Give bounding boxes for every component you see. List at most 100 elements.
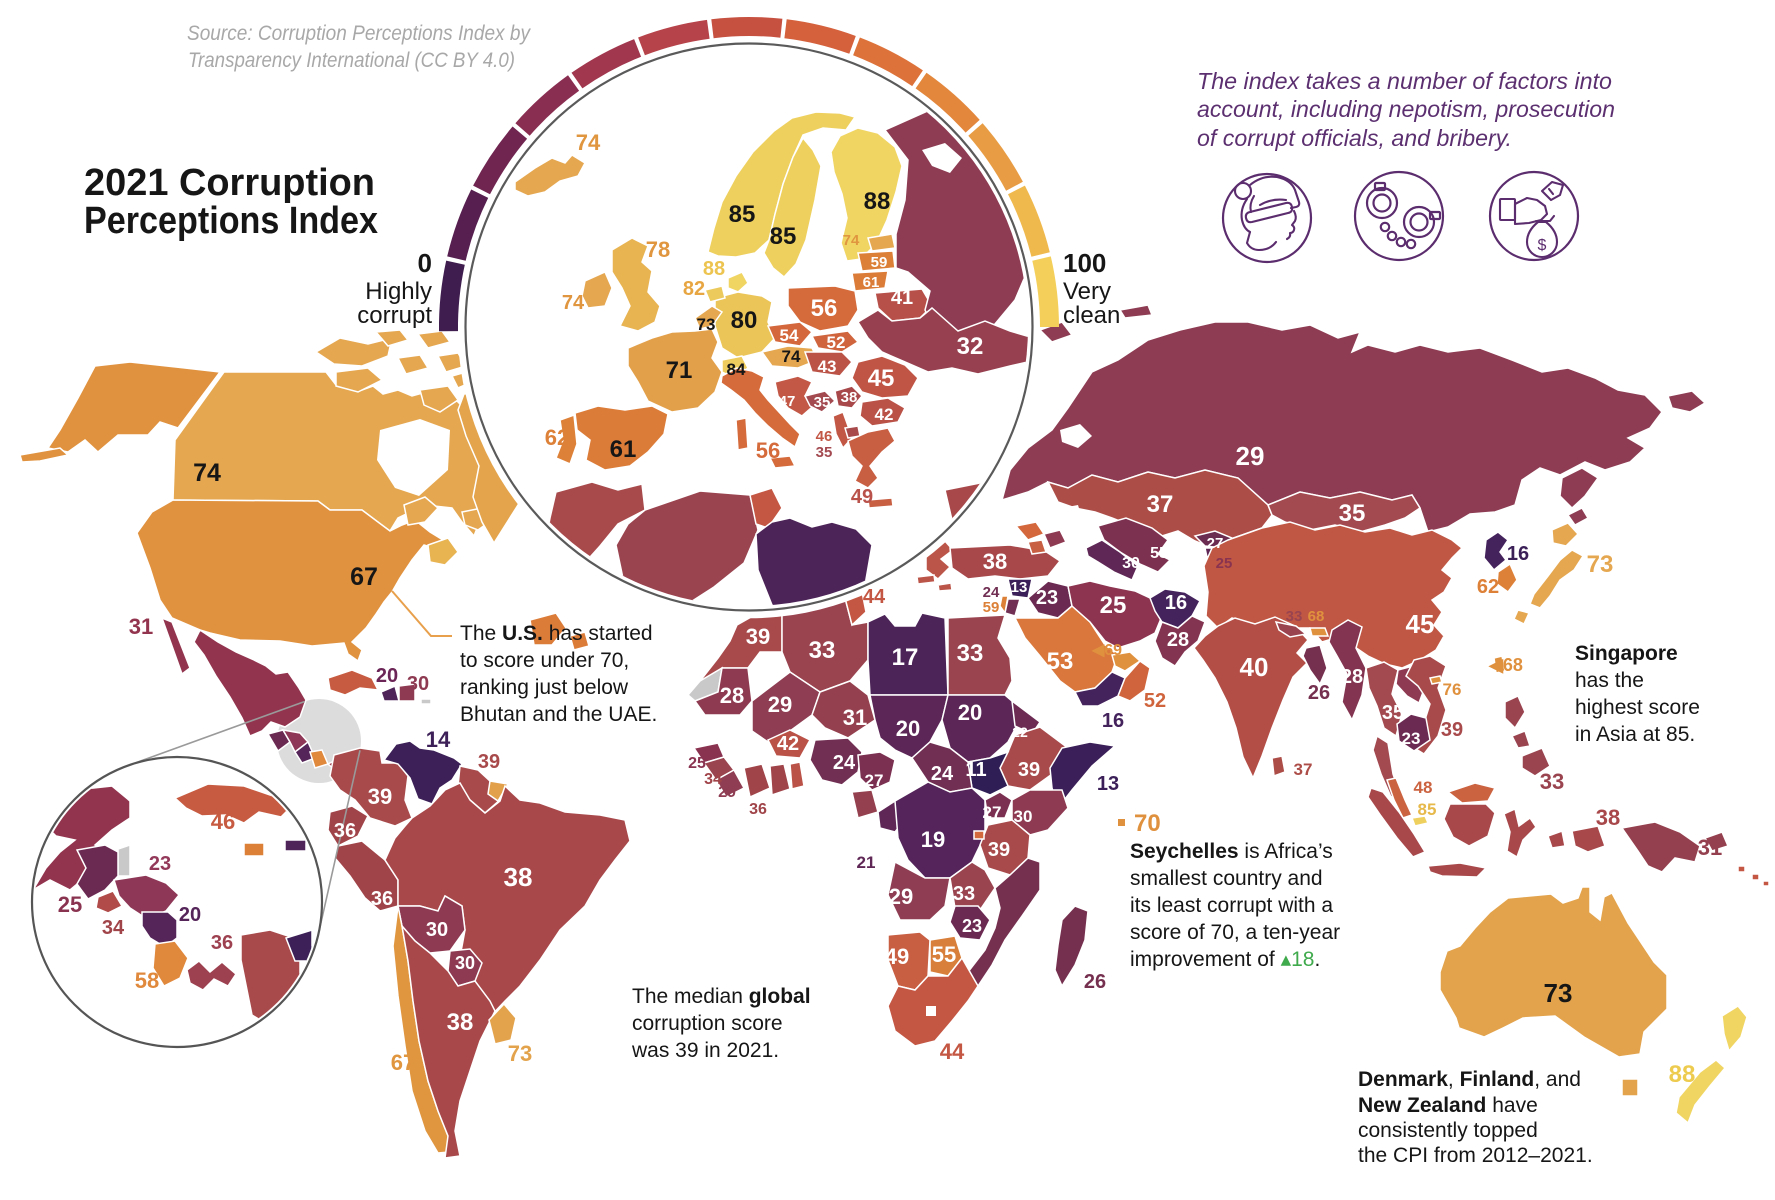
svg-text:70: 70 [1134,810,1161,837]
svg-text:16: 16 [1102,710,1124,732]
svg-text:76: 76 [1443,680,1462,699]
svg-text:20: 20 [179,904,201,926]
svg-text:35: 35 [816,444,833,461]
svg-text:39: 39 [746,624,770,649]
svg-text:37: 37 [1294,760,1313,779]
svg-text:29: 29 [1236,441,1265,471]
svg-text:33: 33 [1540,769,1564,794]
svg-text:23: 23 [962,916,982,936]
svg-text:36: 36 [211,932,233,954]
svg-text:71: 71 [666,357,693,384]
svg-text:32: 32 [957,333,984,360]
svg-text:48: 48 [1414,778,1433,797]
svg-text:25: 25 [1100,592,1127,619]
svg-text:85: 85 [770,223,797,250]
svg-text:30: 30 [407,673,429,695]
svg-text:25: 25 [688,755,706,772]
svg-text:36: 36 [334,820,356,842]
svg-text:62: 62 [545,425,569,450]
svg-text:has the: has the [1575,669,1644,692]
svg-text:59: 59 [871,254,888,271]
svg-text:26: 26 [1084,971,1106,993]
svg-text:39: 39 [368,784,392,809]
svg-text:24: 24 [931,763,954,785]
svg-text:The index takes a number of fa: The index takes a number of factors into [1197,68,1612,94]
svg-text:35: 35 [1339,500,1366,527]
svg-text:73: 73 [508,1041,532,1066]
svg-text:34: 34 [704,771,722,788]
svg-text:55: 55 [932,942,956,967]
svg-text:59: 59 [983,599,1000,616]
svg-text:13: 13 [1097,773,1119,795]
svg-text:73: 73 [1544,978,1573,1008]
svg-text:Very: Very [1063,278,1111,305]
svg-text:ranking just below: ranking just below [460,676,629,699]
svg-text:44: 44 [940,1039,965,1064]
svg-text:78: 78 [646,237,670,262]
svg-text:30: 30 [1122,555,1140,572]
svg-text:45: 45 [868,365,895,392]
svg-text:47: 47 [779,393,796,410]
svg-text:39: 39 [478,751,500,773]
svg-text:consistently topped: consistently topped [1358,1119,1538,1142]
svg-text:16: 16 [1507,543,1529,565]
svg-text:14: 14 [426,727,451,752]
svg-text:24: 24 [983,584,1000,601]
svg-text:25: 25 [1216,555,1233,572]
svg-text:Highly: Highly [365,278,432,305]
svg-text:Bhutan and the UAE.: Bhutan and the UAE. [460,703,657,726]
svg-text:29: 29 [718,784,736,801]
svg-text:38: 38 [504,862,533,892]
svg-text:67: 67 [350,563,378,591]
svg-text:score of 70, a ten-year: score of 70, a ten-year [1130,921,1340,944]
svg-text:68: 68 [1308,608,1325,625]
svg-text:24: 24 [833,752,856,774]
svg-text:41: 41 [891,287,913,309]
svg-text:27: 27 [983,803,1002,822]
svg-text:17: 17 [892,644,919,671]
svg-text:clean: clean [1063,302,1120,329]
svg-text:account, including nepotism, p: account, including nepotism, prosecution [1197,96,1615,122]
svg-text:38: 38 [983,549,1007,574]
svg-text:34: 34 [102,917,125,939]
svg-text:in Asia at 85.: in Asia at 85. [1575,723,1695,746]
svg-text:Perceptions Index: Perceptions Index [84,200,378,242]
svg-text:39: 39 [988,839,1010,861]
svg-text:highest score: highest score [1575,696,1700,719]
svg-text:11: 11 [965,759,986,781]
svg-text:45: 45 [1406,609,1435,639]
svg-text:25: 25 [58,892,82,917]
svg-text:corrupt: corrupt [357,302,432,329]
svg-text:74: 74 [576,130,601,155]
svg-text:31: 31 [843,705,867,730]
svg-text:56: 56 [811,295,838,322]
svg-text:67: 67 [391,1050,415,1075]
svg-text:28: 28 [1341,666,1363,688]
svg-text:38: 38 [447,1009,474,1036]
svg-text:corruption score: corruption score [632,1012,783,1035]
svg-text:29: 29 [768,692,792,717]
svg-text:39: 39 [1441,719,1463,741]
svg-text:28: 28 [1167,629,1189,651]
svg-text:88: 88 [1669,1061,1696,1088]
svg-text:33: 33 [1286,608,1303,625]
svg-text:27: 27 [1207,535,1224,552]
svg-text:37: 37 [1147,491,1174,518]
svg-text:33: 33 [809,637,836,664]
svg-text:22: 22 [1012,724,1028,740]
svg-text:23: 23 [1036,587,1058,609]
svg-text:◀68: ◀68 [1488,655,1523,675]
svg-text:42: 42 [875,405,894,424]
svg-text:was 39 in 2021.: was 39 in 2021. [631,1039,779,1062]
svg-text:88: 88 [703,258,725,280]
svg-text:39: 39 [1018,759,1040,781]
svg-text:16: 16 [1165,592,1187,614]
svg-text:38: 38 [841,389,858,406]
svg-text:20: 20 [376,665,398,687]
svg-text:62: 62 [1477,576,1499,598]
svg-text:20: 20 [896,716,920,741]
svg-text:100: 100 [1063,248,1106,278]
svg-text:88: 88 [864,188,891,215]
svg-text:19: 19 [921,827,945,852]
svg-text:61: 61 [610,436,637,463]
